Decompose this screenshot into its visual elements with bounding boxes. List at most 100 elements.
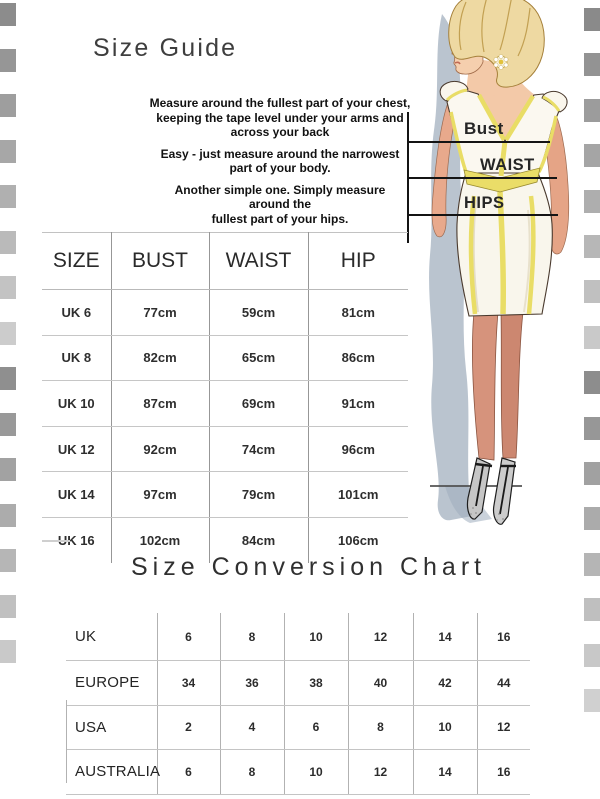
skirt-fold (472, 199, 479, 313)
chest-instruction: Measure around the fullest part of your … (148, 96, 412, 140)
row-label: UK 10 (42, 380, 111, 427)
decor-square (0, 3, 16, 26)
decor-square (584, 371, 600, 395)
decor-square (0, 367, 16, 390)
instruction-line: across your back (230, 125, 330, 139)
page-title: Size Guide (93, 34, 238, 62)
left-leg (471, 311, 499, 461)
table-cell: 102cm (110, 517, 209, 563)
waist-instruction: Easy - just measure around the narrowest… (148, 147, 412, 176)
instruction-line: fullest part of your hips. (211, 211, 349, 226)
column-header-hip: HIP (307, 232, 408, 290)
instruction-line: Another simple one. Simply measure (174, 182, 386, 197)
hair (448, 0, 545, 88)
decor-square (0, 458, 16, 481)
table-cell: 96cm (307, 426, 408, 473)
decor-square (0, 230, 16, 254)
decor-square (0, 139, 16, 163)
table-cell: 84cm (208, 517, 308, 563)
table-row: UK 8 82cm 65cm 86cm (42, 335, 408, 382)
waist-label: WAIST (480, 156, 535, 174)
decor-square (0, 594, 16, 618)
column-header-size: SIZE (42, 232, 111, 290)
table-cell: 10 (283, 613, 348, 661)
decor-square (584, 144, 600, 168)
decor-square (584, 689, 600, 712)
left-arm (431, 99, 457, 238)
decor-square (584, 643, 600, 667)
instruction-line: around the (249, 197, 311, 211)
decor-square (584, 235, 600, 258)
decor-square (0, 48, 16, 72)
row-label: UK 16 (57, 532, 95, 548)
decor-square (0, 185, 16, 208)
decor-square (584, 552, 600, 576)
table-cell: 42 (412, 660, 477, 706)
table-cell: 74cm (208, 426, 308, 473)
column-header-bust: BUST (110, 232, 209, 290)
table-header-row: SIZE BUST WAIST HIP (42, 232, 408, 290)
table-cell: 86cm (307, 335, 408, 382)
hips-label: HIPS (464, 194, 505, 212)
table-cell: 44 (476, 660, 530, 706)
table-cell: 14 (412, 613, 477, 661)
table-cell: 6 (156, 749, 220, 795)
table-cell: 34 (156, 660, 220, 706)
size-conversion-table: UK 6 8 10 12 14 16 EUROPE 34 36 38 40 42… (66, 613, 530, 795)
lips (454, 61, 461, 65)
table-cell: 106cm (307, 517, 408, 563)
decor-square (584, 325, 600, 349)
decor-square (584, 53, 600, 77)
table-cell: 87cm (110, 380, 209, 427)
decor-square (584, 462, 600, 485)
skirt-fold (523, 209, 531, 313)
table-cell: 4 (219, 705, 284, 750)
table-cell: 59cm (208, 289, 308, 336)
conversion-row-uk: UK 6 8 10 12 14 16 (66, 613, 530, 661)
row-label: UK 14 (42, 471, 111, 518)
shoe-glitter (470, 507, 504, 521)
decor-square (584, 189, 600, 213)
table-cell: 8 (347, 705, 413, 750)
column-header-waist: WAIST (208, 232, 308, 290)
table-row: UK 12 92cm 74cm 96cm (42, 426, 408, 473)
conversion-table-left-border (66, 700, 68, 783)
decor-square (0, 412, 16, 436)
table-cell: 12 (476, 705, 530, 750)
bust-label: Bust (464, 119, 504, 138)
conversion-row-australia: AUSTRALIA 6 8 10 12 14 16 (66, 749, 530, 795)
table-cell: 36 (219, 660, 284, 706)
row-label: UK 12 (42, 426, 111, 473)
decor-square (0, 640, 16, 663)
measuring-instructions: Measure around the fullest part of your … (148, 96, 412, 233)
table-cell: 81cm (307, 289, 408, 336)
decor-square (584, 598, 600, 622)
table-cell: 14 (412, 749, 477, 795)
size-measurements-table: SIZE BUST WAIST HIP UK 6 77cm 59cm 81cm … (42, 232, 408, 563)
table-cell: 10 (412, 705, 477, 750)
table-row: UK 6 77cm 59cm 81cm (42, 289, 408, 336)
conversion-row-europe: EUROPE 34 36 38 40 42 44 (66, 660, 530, 706)
table-row: UK 14 97cm 79cm 101cm (42, 471, 408, 518)
row-label: UK 8 (42, 335, 111, 382)
left-ankle-strap (474, 462, 493, 468)
table-cell: 101cm (307, 471, 408, 518)
decor-square (584, 507, 600, 531)
table-cell: 8 (219, 749, 284, 795)
table-row: UK 16 102cm 84cm 106cm (42, 517, 408, 563)
row-label: AUSTRALIA (66, 749, 160, 795)
table-cell: 10 (283, 749, 348, 795)
dress-figure-drawing: Bust WAIST HIPS (407, 0, 570, 525)
instruction-line: part of your body. (229, 161, 331, 175)
decor-square (584, 98, 600, 122)
table-cell: 92cm (110, 426, 209, 473)
row-label: UK 6 (42, 289, 111, 336)
daisy-earring (493, 54, 509, 70)
left-t-strap (475, 465, 484, 507)
fashion-figure-illustration: Bust WAIST HIPS (395, 0, 600, 530)
decor-square (0, 276, 16, 299)
row-label: EUROPE (66, 660, 157, 706)
hips-instruction: Another simple one. Simply measure aroun… (148, 183, 412, 227)
table-cell: 6 (156, 613, 220, 661)
